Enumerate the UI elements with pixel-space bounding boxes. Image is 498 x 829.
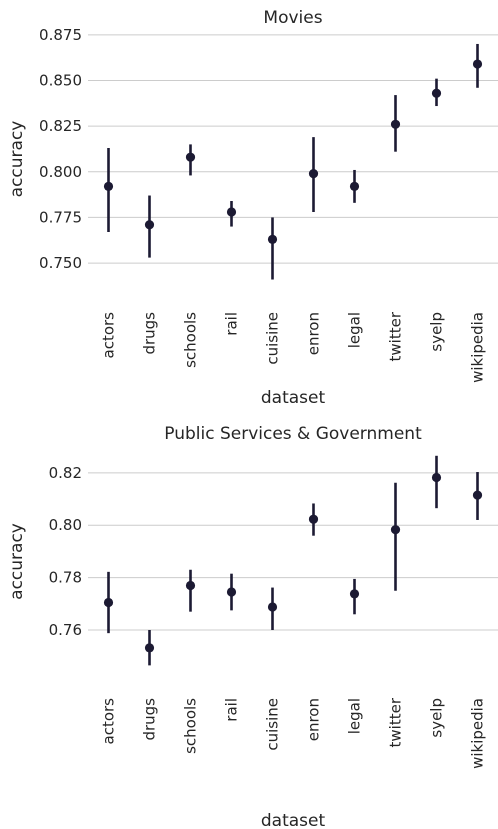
x-tick-label: cuisine: [264, 698, 282, 751]
data-point: [308, 514, 319, 524]
data-point: [472, 490, 483, 500]
x-tick-label: wikipedia: [469, 698, 487, 769]
x-tick-label: rail: [223, 698, 241, 722]
data-point: [226, 207, 237, 217]
y-tick-label: 0.875: [39, 26, 82, 44]
x-tick-label: rail: [223, 312, 241, 336]
x-tick-label: legal: [346, 312, 364, 348]
x-tick-label: drugs: [141, 312, 159, 355]
x-tick-label: drugs: [141, 698, 159, 741]
data-point: [267, 602, 278, 612]
data-point: [349, 589, 360, 599]
x-tick-label: schools: [182, 312, 200, 368]
x-axis-label: dataset: [261, 388, 326, 408]
x-tick-label: actors: [100, 698, 118, 745]
data-point: [185, 580, 196, 591]
x-tick-label: actors: [100, 312, 118, 359]
x-tick-label: cuisine: [264, 312, 282, 365]
y-tick-label: 0.750: [39, 254, 82, 272]
x-tick-label: twitter: [387, 311, 405, 361]
y-axis-label: accuracy: [7, 523, 27, 600]
x-tick-label: legal: [346, 698, 364, 734]
data-point: [144, 643, 155, 653]
chart-title: Public Services & Government: [164, 424, 422, 444]
data-point: [472, 59, 483, 69]
x-axis-label: dataset: [261, 811, 326, 829]
data-point: [390, 119, 401, 129]
y-tick-label: 0.82: [49, 464, 82, 482]
chart-title: Movies: [263, 8, 322, 28]
data-point: [267, 234, 278, 244]
y-tick-label: 0.825: [39, 117, 82, 135]
data-point: [103, 597, 114, 608]
x-tick-label: enron: [305, 698, 323, 741]
y-tick-label: 0.775: [39, 208, 82, 226]
data-point: [144, 220, 155, 230]
data-point: [185, 152, 196, 162]
x-tick-label: twitter: [387, 697, 405, 747]
y-axis-label: accuracy: [7, 121, 27, 198]
x-tick-label: wikipedia: [469, 312, 487, 383]
x-tick-label: syelp: [428, 698, 446, 738]
x-tick-label: schools: [182, 698, 200, 754]
y-tick-label: 0.800: [39, 163, 82, 181]
y-tick-label: 0.80: [49, 516, 82, 534]
chart-panel-2: 0.76 0.78 0.80 0.82 actors drugs schools rail cu…: [7, 424, 498, 829]
x-tick-label: syelp: [428, 312, 446, 352]
data-point: [431, 472, 442, 483]
y-tick-label: 0.850: [39, 71, 82, 89]
data-point: [349, 181, 360, 191]
data-point: [431, 88, 442, 98]
x-tick-label: enron: [305, 312, 323, 355]
y-tick-label: 0.78: [49, 569, 82, 587]
data-point: [226, 587, 237, 597]
data-point: [308, 169, 319, 179]
chart-panel-1: 0.750 0.775 0.800 0.825 0.850 0.875 actors drug…: [7, 8, 498, 408]
data-point: [103, 181, 114, 191]
y-tick-label: 0.76: [49, 621, 82, 639]
data-point: [390, 525, 401, 535]
